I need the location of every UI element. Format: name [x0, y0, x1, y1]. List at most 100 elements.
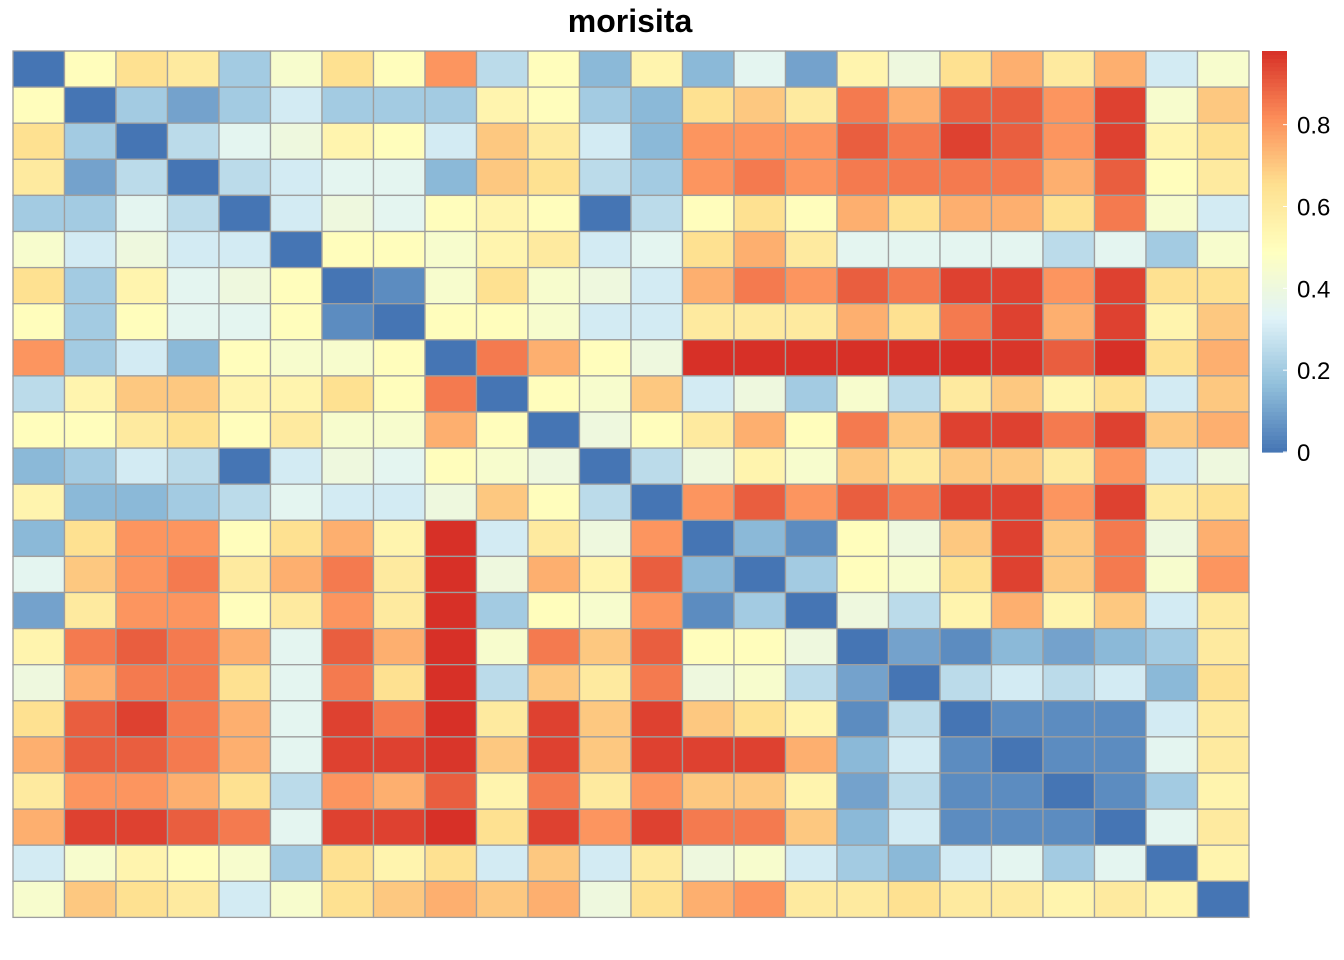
heatmap-cell [733, 880, 787, 919]
heatmap-cell [321, 483, 375, 521]
heatmap-cell [681, 411, 735, 449]
heatmap-cell [1196, 86, 1250, 124]
heatmap-cell [475, 375, 529, 413]
heatmap-cell [681, 266, 735, 305]
heatmap-cell [527, 50, 581, 88]
heatmap-cell [1196, 483, 1250, 521]
heatmap-cell [939, 194, 993, 233]
heatmap-cell [733, 266, 787, 305]
heatmap-cell [269, 303, 323, 341]
heatmap-cell [1093, 700, 1147, 738]
heatmap-cell [630, 266, 684, 305]
heatmap-cell [166, 772, 220, 810]
heatmap-cell [424, 627, 478, 666]
heatmap-cell [578, 266, 632, 305]
heatmap-cell [12, 50, 66, 88]
heatmap-cell [218, 591, 272, 630]
heatmap-cell [115, 122, 169, 160]
heatmap-cell [1145, 808, 1199, 846]
heatmap-cell [166, 555, 220, 594]
heatmap-cell [475, 555, 529, 594]
heatmap-cell [218, 303, 272, 341]
heatmap-cell [372, 627, 426, 666]
heatmap-cell [681, 303, 735, 341]
heatmap-cell [1093, 483, 1147, 521]
legend-gradient-step [1262, 111, 1287, 116]
heatmap-cell [630, 483, 684, 521]
heatmap-cell [115, 736, 169, 774]
heatmap-cell [733, 555, 787, 594]
legend-gradient-step [1262, 387, 1287, 393]
legend-gradient-step [1262, 95, 1287, 100]
legend-gradient-step [1262, 427, 1287, 433]
heatmap-cell [630, 664, 684, 702]
legend-gradient-step [1262, 403, 1287, 409]
heatmap-cell [218, 627, 272, 666]
heatmap-cell [733, 627, 787, 666]
heatmap-cell [1093, 627, 1147, 666]
heatmap-cell [115, 375, 169, 413]
heatmap-cell [1196, 375, 1250, 413]
heatmap-cell [527, 230, 581, 269]
heatmap-cell [836, 880, 890, 919]
heatmap-cell [321, 303, 375, 341]
heatmap-cell [887, 303, 941, 341]
legend-gradient-step [1262, 219, 1287, 225]
heatmap-cell [372, 375, 426, 413]
heatmap-cell [269, 50, 323, 88]
heatmap-cell [578, 664, 632, 702]
heatmap-cell [269, 519, 323, 558]
heatmap-cell [218, 266, 272, 305]
heatmap-cell [321, 880, 375, 919]
heatmap-cell [887, 627, 941, 666]
heatmap-cell [990, 266, 1044, 305]
heatmap-cell [269, 266, 323, 305]
heatmap-cell [372, 483, 426, 521]
legend-gradient-step [1262, 79, 1287, 84]
heatmap-cell [887, 447, 941, 485]
heatmap-cell [990, 555, 1044, 594]
heatmap-cell [218, 519, 272, 558]
heatmap-cell [939, 772, 993, 810]
legend-gradient-step [1262, 139, 1287, 144]
legend-gradient-step [1262, 315, 1287, 321]
color-legend: 0 0.2 0.4 0.6 0.8 [1262, 51, 1330, 467]
legend-gradient-step [1262, 167, 1287, 172]
heatmap-cell [424, 375, 478, 413]
heatmap-cell [1145, 736, 1199, 774]
heatmap-cell [990, 591, 1044, 630]
heatmap-cell [372, 339, 426, 377]
heatmap-cell [887, 772, 941, 810]
heatmap-cell [63, 411, 117, 449]
heatmap-cell [269, 375, 323, 413]
legend-gradient-step [1262, 75, 1287, 80]
heatmap-cell [115, 880, 169, 919]
heatmap-cell [115, 447, 169, 485]
heatmap-cell [218, 158, 272, 197]
legend-gradient-step [1262, 443, 1287, 449]
legend-gradient-step [1262, 187, 1287, 192]
heatmap-cell [218, 772, 272, 810]
heatmap-cell [1145, 230, 1199, 269]
heatmap-cell [475, 700, 529, 738]
heatmap-cell [939, 411, 993, 449]
heatmap-cell [1196, 880, 1250, 919]
heatmap-cell [115, 483, 169, 521]
heatmap-cell [1196, 772, 1250, 810]
heatmap-cell [733, 194, 787, 233]
heatmap-cell [990, 808, 1044, 846]
heatmap-cell [12, 772, 66, 810]
heatmap-cell [1093, 736, 1147, 774]
legend-gradient-step [1262, 435, 1287, 441]
heatmap-cell [784, 266, 838, 305]
heatmap-cell [733, 86, 787, 124]
heatmap-cell [1093, 772, 1147, 810]
legend-gradient-step [1262, 127, 1287, 132]
heatmap-cell [12, 519, 66, 558]
heatmap-cell [218, 86, 272, 124]
heatmap-cell [939, 880, 993, 919]
heatmap-cell [527, 664, 581, 702]
heatmap-cell [269, 700, 323, 738]
legend-gradient-step [1262, 351, 1287, 357]
heatmap-cell [424, 50, 478, 88]
